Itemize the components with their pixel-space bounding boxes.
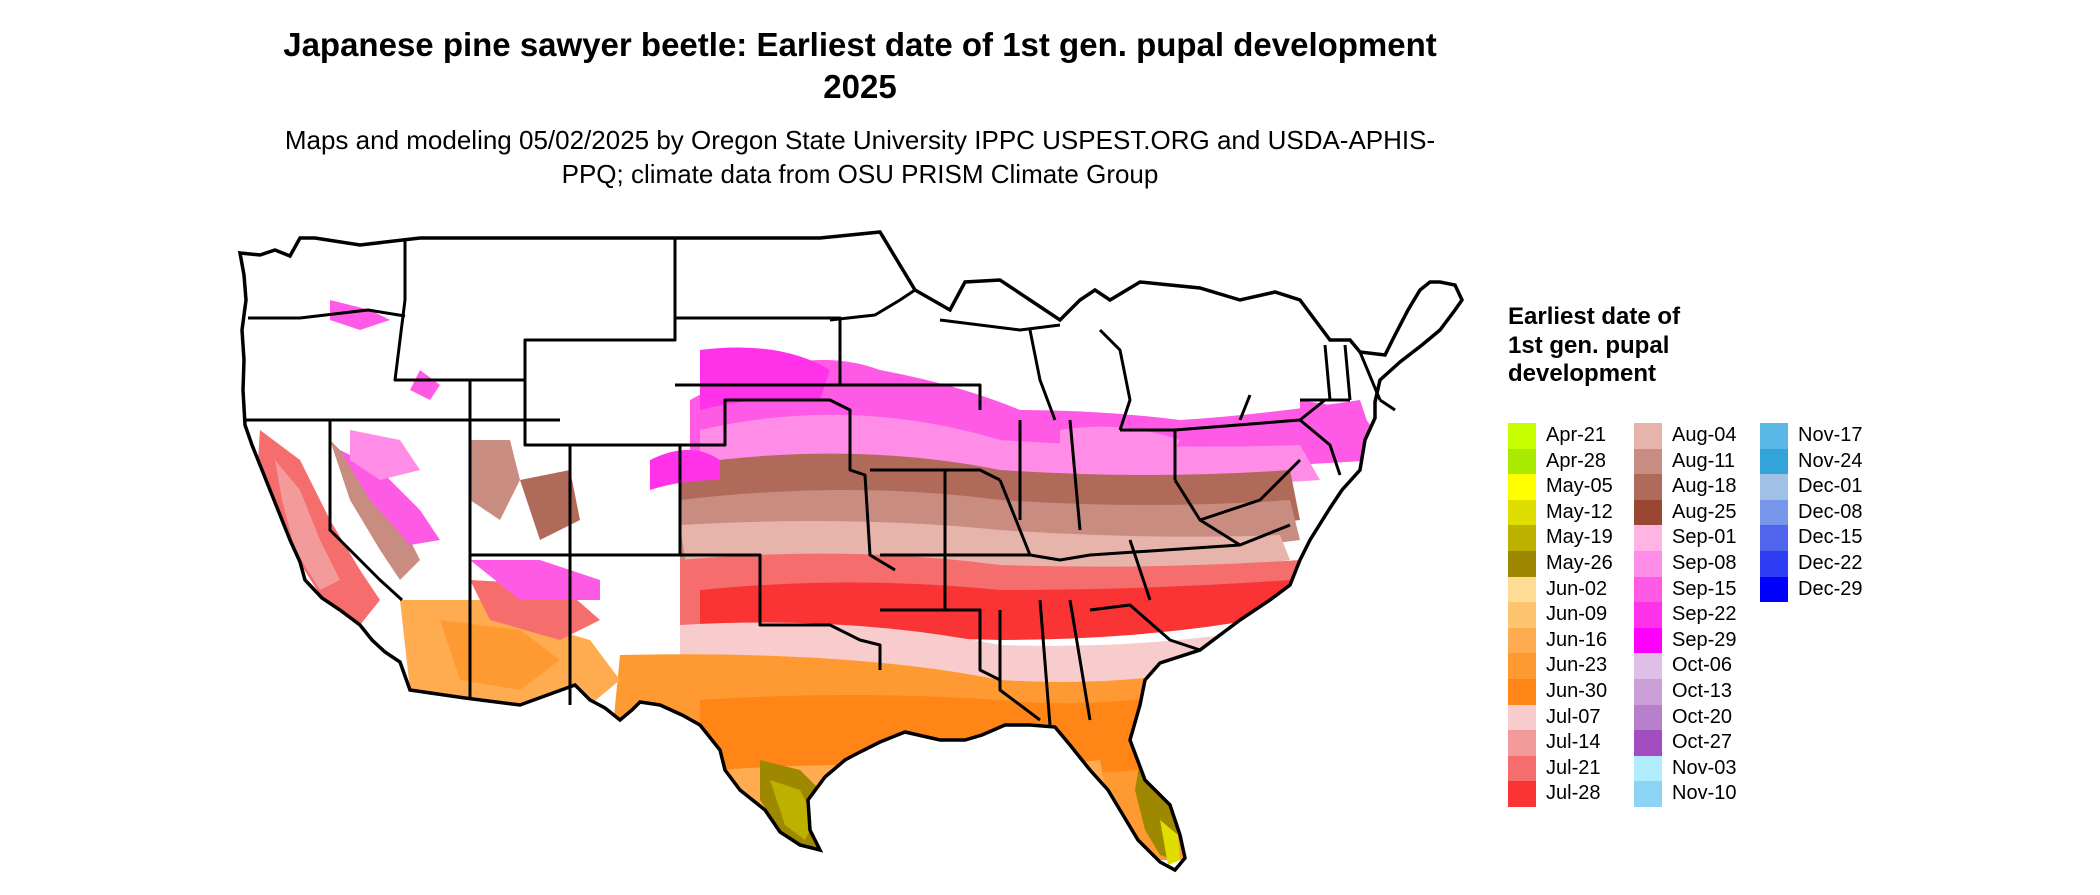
legend-swatch xyxy=(1634,704,1662,731)
legend-swatch xyxy=(1760,474,1788,500)
legend-label: Aug-11 xyxy=(1672,449,1736,472)
legend-swatch xyxy=(1634,678,1662,705)
legend-swatch xyxy=(1508,653,1536,679)
legend-swatch xyxy=(1760,550,1788,577)
legend-swatch xyxy=(1760,525,1788,551)
legend-label: Apr-21 xyxy=(1546,424,1607,446)
legend-label: Nov-03 xyxy=(1672,756,1737,779)
legend-label: Aug-18 xyxy=(1672,475,1737,498)
legend-swatch xyxy=(1634,474,1662,500)
legend-swatch xyxy=(1634,627,1662,654)
legend-label: Nov-17 xyxy=(1798,424,1863,446)
legend-label: Jun-09 xyxy=(1546,603,1608,626)
legend-swatch xyxy=(1508,550,1536,577)
legend-swatch xyxy=(1508,755,1536,782)
legend-label: Sep-01 xyxy=(1672,526,1737,549)
legend-swatch xyxy=(1634,730,1662,756)
legend-label: Aug-25 xyxy=(1672,500,1737,523)
legend-label: Jul-21 xyxy=(1546,756,1601,779)
legend-swatch xyxy=(1634,576,1662,603)
legend-label: Oct-27 xyxy=(1672,731,1733,754)
legend-swatch xyxy=(1508,499,1536,526)
legend-swatch xyxy=(1508,474,1536,500)
legend-label: Nov-10 xyxy=(1672,782,1737,805)
legend-label: Sep-08 xyxy=(1672,551,1737,574)
legend-swatch xyxy=(1508,423,1536,449)
legend-label: Sep-15 xyxy=(1672,577,1737,600)
legend-label: Oct-13 xyxy=(1672,679,1733,702)
legend-label: May-26 xyxy=(1546,551,1613,574)
legend-label: Jun-30 xyxy=(1546,679,1608,702)
legend-label: Jul-07 xyxy=(1546,705,1601,728)
legend-swatch xyxy=(1508,781,1536,807)
legend-swatch xyxy=(1760,423,1788,449)
legend-label: Oct-06 xyxy=(1672,654,1733,677)
legend-label: Jun-02 xyxy=(1546,577,1608,600)
legend-swatch xyxy=(1508,448,1536,475)
legend-swatch xyxy=(1634,525,1662,551)
legend-label: Sep-22 xyxy=(1672,603,1737,626)
legend-swatch xyxy=(1634,499,1662,526)
legend-swatch xyxy=(1760,448,1788,475)
legend-label: May-19 xyxy=(1546,526,1613,549)
legend-swatch xyxy=(1508,525,1536,551)
legend-label: Nov-24 xyxy=(1798,449,1863,472)
legend-label: Dec-08 xyxy=(1798,500,1863,523)
legend-swatch xyxy=(1760,576,1788,603)
legend-swatch xyxy=(1508,576,1536,603)
legend-swatch xyxy=(1508,704,1536,731)
legend-label: Jul-14 xyxy=(1546,731,1601,754)
legend-swatch xyxy=(1760,499,1788,526)
legend-swatch xyxy=(1634,653,1662,679)
map-title: Japanese pine sawyer beetle: Earliest da… xyxy=(283,26,1437,105)
legend-swatch xyxy=(1634,755,1662,782)
legend-swatch xyxy=(1508,627,1536,654)
map-subtitle: Maps and modeling 05/02/2025 by Oregon S… xyxy=(284,125,1436,189)
legend-label: Dec-22 xyxy=(1798,551,1863,574)
legend-swatch xyxy=(1508,730,1536,756)
legend-label: Apr-28 xyxy=(1546,449,1607,472)
legend-label: Jul-28 xyxy=(1546,782,1601,805)
legend-swatch xyxy=(1508,602,1536,628)
legend-label: Sep-29 xyxy=(1672,628,1737,651)
legend-swatch xyxy=(1634,550,1662,577)
legend-swatch xyxy=(1634,423,1662,449)
legend-label: May-12 xyxy=(1546,500,1613,523)
legend-swatch xyxy=(1634,602,1662,628)
legend-label: Jun-23 xyxy=(1546,654,1608,677)
legend-swatch xyxy=(1634,781,1662,807)
legend-label: Jun-16 xyxy=(1546,628,1608,651)
legend-label: Dec-01 xyxy=(1798,475,1863,498)
legend-swatch xyxy=(1508,678,1536,705)
us-map xyxy=(238,230,1464,872)
legend-label: May-05 xyxy=(1546,475,1613,498)
legend-label: Dec-29 xyxy=(1798,577,1863,600)
legend-label: Dec-15 xyxy=(1798,526,1863,549)
legend-label: Oct-20 xyxy=(1672,705,1733,728)
legend-swatch xyxy=(1634,448,1662,475)
legend-title: Earliest date of 1st gen. pupal developm… xyxy=(1508,303,1681,387)
legend-label: Aug-04 xyxy=(1672,424,1737,446)
